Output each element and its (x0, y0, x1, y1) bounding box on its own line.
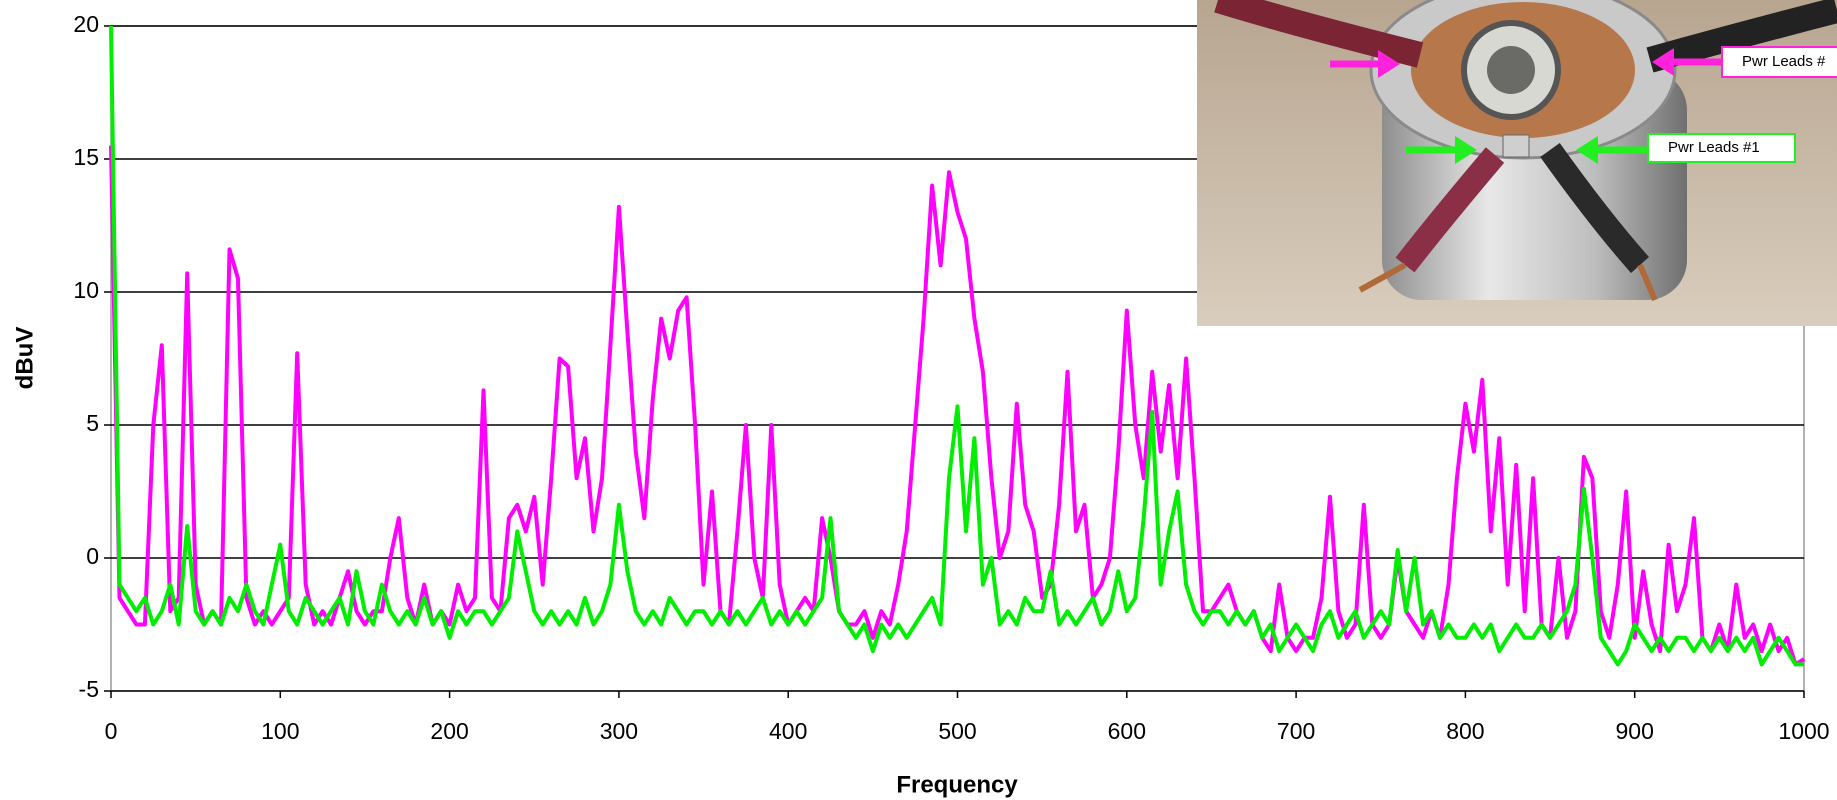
y-axis-title: dBuV (11, 327, 38, 390)
y-tick-label: -5 (79, 676, 99, 702)
wire (1214, 0, 1424, 68)
label-box (1647, 133, 1796, 163)
x-tick-label: 1000 (1778, 718, 1829, 744)
x-tick-label: 400 (769, 718, 807, 744)
y-tick-label: 5 (86, 410, 99, 436)
y-tick-label: 15 (73, 144, 99, 170)
series-line (109, 145, 1806, 667)
x-tick-label: 800 (1446, 718, 1484, 744)
x-tick-label: 700 (1277, 718, 1315, 744)
photo-inset: Pwr Leads # Pwr Leads #1 (1197, 0, 1837, 326)
label-box (1721, 46, 1837, 78)
annotation: Pwr Leads #1 (1668, 139, 1760, 156)
series-line (109, 25, 1804, 667)
x-tick-label: 300 (600, 718, 638, 744)
x-tick-label: 900 (1616, 718, 1654, 744)
solder-tab (1502, 134, 1530, 158)
arrow-head (1378, 50, 1400, 78)
x-tick-label: 0 (105, 718, 118, 744)
x-tick-label: 200 (430, 718, 468, 744)
x-tick-label: 600 (1108, 718, 1146, 744)
y-tick-label: 20 (73, 11, 99, 37)
wire (1395, 147, 1505, 273)
x-axis-title: Frequency (896, 771, 1018, 798)
arrow-head (1652, 48, 1674, 76)
wire-strand (1637, 263, 1658, 302)
arrow-head (1576, 136, 1598, 164)
annotation: Pwr Leads # (1742, 53, 1826, 70)
wire-strand (1358, 262, 1407, 293)
y-tick-label: 0 (86, 543, 99, 569)
x-tick-label: 500 (938, 718, 976, 744)
y-tick-label: 10 (73, 277, 99, 303)
arrow-head (1455, 136, 1477, 164)
center-hole-inner (1487, 46, 1535, 94)
x-tick-label: 100 (261, 718, 299, 744)
wire (1540, 143, 1649, 273)
